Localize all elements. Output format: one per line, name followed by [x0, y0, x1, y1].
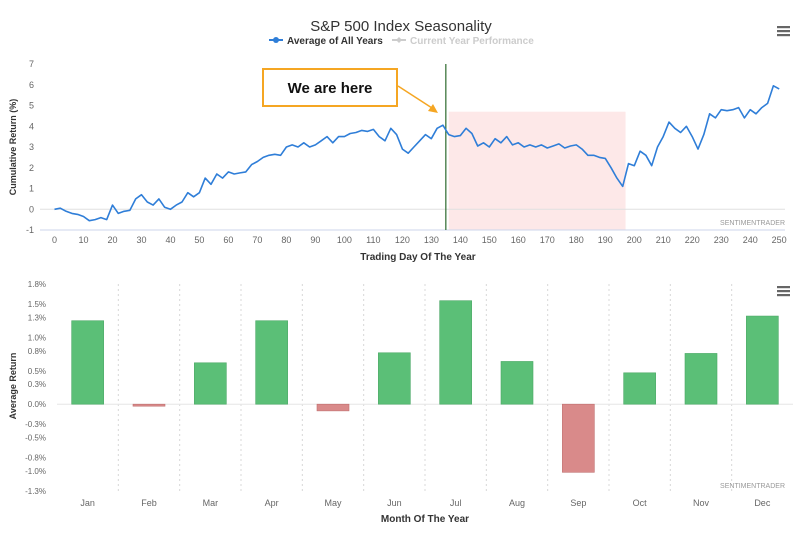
- callout-text: We are here: [288, 80, 373, 97]
- x-tick-label: 110: [366, 235, 380, 245]
- bar-dec[interactable]: [746, 315, 779, 405]
- bar-category-label: Aug: [509, 498, 525, 508]
- bar-y-tick-label: -0.8%: [25, 454, 46, 463]
- y-tick-label: 1: [29, 184, 34, 194]
- legend-item-average[interactable]: Average of All Years: [287, 36, 383, 47]
- bar-aug[interactable]: [500, 361, 534, 405]
- bar-y-tick-label: 1.0%: [28, 333, 46, 342]
- bar-may[interactable]: [316, 403, 350, 412]
- bar-y-tick-label: 1.8%: [28, 280, 46, 289]
- y-tick-label: 5: [29, 101, 34, 111]
- bar-category-label: May: [324, 498, 342, 508]
- bar-y-tick-label: 0.5%: [28, 367, 46, 376]
- legend-marker-dot-icon: [273, 37, 279, 43]
- bar-category-label: Dec: [754, 498, 771, 508]
- x-axis-title: Trading Day Of The Year: [360, 252, 476, 263]
- bar-apr[interactable]: [255, 320, 288, 405]
- y-tick-label: -1: [26, 225, 34, 235]
- bar-jun[interactable]: [378, 352, 411, 405]
- highlight-band: [448, 111, 626, 230]
- y-tick-label: 2: [29, 163, 34, 173]
- callout-arrowhead-icon: [428, 104, 438, 113]
- hamburger-menu-icon[interactable]: [777, 286, 790, 289]
- bar-category-label: Jul: [450, 498, 462, 508]
- bar-y-tick-label: -0.3%: [25, 420, 46, 429]
- legend-item-current-year[interactable]: Current Year Performance: [410, 36, 534, 47]
- bar-category-label: Feb: [141, 498, 157, 508]
- x-tick-label: 240: [743, 235, 758, 245]
- bar-category-label: Jun: [387, 498, 402, 508]
- bar-y-tick-label: -1.3%: [25, 487, 46, 496]
- x-tick-label: 70: [252, 235, 262, 245]
- x-tick-label: 140: [453, 235, 468, 245]
- legend-marker-diamond-icon: [396, 37, 402, 43]
- y-tick-label: 3: [29, 142, 34, 152]
- chart-title: S&P 500 Index Seasonality: [310, 18, 492, 35]
- bar-y-tick-label: 1.3%: [28, 313, 46, 322]
- x-tick-label: 230: [714, 235, 729, 245]
- hamburger-menu-icon[interactable]: [777, 294, 790, 297]
- x-tick-label: 80: [281, 235, 291, 245]
- bar-mar[interactable]: [194, 362, 227, 405]
- bar-category-label: Sep: [570, 498, 586, 508]
- bar-jul[interactable]: [439, 300, 472, 405]
- bar-category-label: Nov: [693, 498, 710, 508]
- x-tick-label: 40: [165, 235, 175, 245]
- bar-y-tick-label: 0.3%: [28, 380, 46, 389]
- x-tick-label: 250: [772, 235, 787, 245]
- bar-y-axis-title: Average Return: [8, 353, 18, 420]
- bar-sep[interactable]: [562, 403, 595, 473]
- x-tick-label: 220: [685, 235, 700, 245]
- x-tick-label: 190: [598, 235, 613, 245]
- watermark-text: SENTIMENTRADER: [720, 220, 785, 227]
- x-tick-label: 130: [424, 235, 439, 245]
- x-tick-label: 90: [310, 235, 320, 245]
- x-tick-label: 210: [656, 235, 671, 245]
- bar-y-tick-label: -1.0%: [25, 467, 46, 476]
- bar-y-tick-label: -0.5%: [25, 434, 46, 443]
- bar-y-tick-label: 0.8%: [28, 347, 46, 356]
- bar-category-label: Apr: [265, 498, 279, 508]
- x-tick-label: 100: [337, 235, 352, 245]
- y-axis-title: Cumulative Return (%): [8, 99, 18, 196]
- x-tick-label: 180: [569, 235, 584, 245]
- bar-category-label: Jan: [80, 498, 95, 508]
- hamburger-menu-icon[interactable]: [777, 26, 790, 29]
- y-tick-label: 0: [29, 204, 34, 214]
- x-tick-label: 50: [194, 235, 204, 245]
- x-tick-label: 120: [395, 235, 410, 245]
- hamburger-menu-icon[interactable]: [777, 290, 790, 293]
- x-tick-label: 170: [540, 235, 555, 245]
- series-line-average[interactable]: [54, 85, 780, 222]
- bar-y-tick-label: 0.0%: [28, 400, 46, 409]
- bar-category-label: Mar: [203, 498, 219, 508]
- x-tick-label: 10: [78, 235, 88, 245]
- x-tick-label: 60: [223, 235, 233, 245]
- bar-y-tick-label: 1.5%: [28, 300, 46, 309]
- x-tick-label: 0: [52, 235, 57, 245]
- y-tick-label: 7: [29, 59, 34, 69]
- bar-watermark-text: SENTIMENTRADER: [720, 483, 785, 490]
- bar-feb[interactable]: [132, 403, 166, 407]
- hamburger-menu-icon[interactable]: [777, 30, 790, 33]
- x-tick-label: 30: [136, 235, 146, 245]
- bar-jan[interactable]: [71, 320, 104, 405]
- bar-nov[interactable]: [684, 353, 718, 405]
- x-tick-label: 200: [627, 235, 642, 245]
- bar-x-axis-title: Month Of The Year: [381, 514, 469, 525]
- x-tick-label: 150: [482, 235, 497, 245]
- callout-arrow-icon: [397, 85, 433, 109]
- bar-oct[interactable]: [623, 372, 656, 405]
- x-tick-label: 20: [107, 235, 117, 245]
- y-tick-label: 4: [29, 121, 34, 131]
- bar-category-label: Oct: [633, 498, 648, 508]
- hamburger-menu-icon[interactable]: [777, 34, 790, 37]
- x-tick-label: 160: [511, 235, 526, 245]
- callout-box: [262, 68, 398, 107]
- y-tick-label: 6: [29, 80, 34, 90]
